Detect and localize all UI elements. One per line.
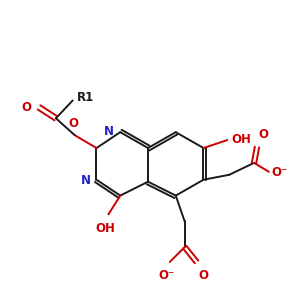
Text: R1: R1 — [77, 91, 94, 104]
Text: O: O — [258, 128, 268, 141]
Text: O⁻: O⁻ — [159, 269, 175, 282]
Text: O⁻: O⁻ — [272, 166, 288, 179]
Text: O: O — [199, 269, 208, 282]
Text: OH: OH — [231, 133, 251, 146]
Text: N: N — [81, 174, 91, 187]
Text: O: O — [21, 101, 31, 114]
Text: N: N — [104, 125, 114, 138]
Text: O: O — [69, 117, 79, 130]
Text: OH: OH — [95, 222, 116, 235]
